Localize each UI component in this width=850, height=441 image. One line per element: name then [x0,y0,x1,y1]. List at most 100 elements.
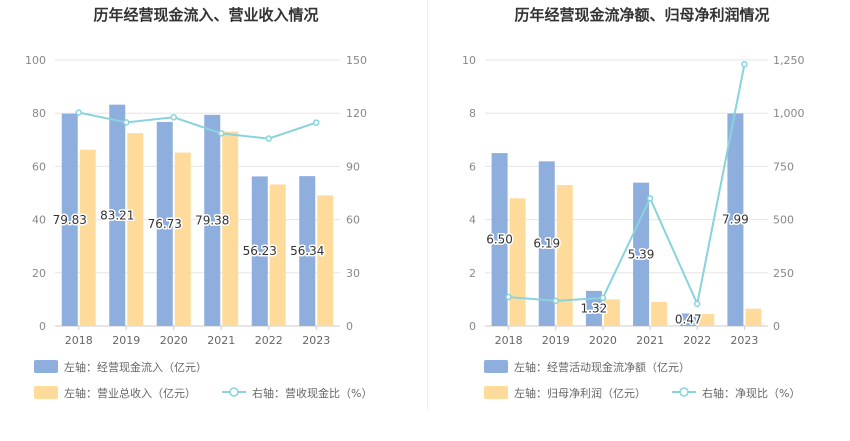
left-tick-label: 0 [469,320,476,333]
bar-secondary [509,198,526,326]
legend: 左轴：经营现金流入（亿元） 左轴：营业总收入（亿元） 右轴：营收现金比（%） [34,360,372,400]
bar-data-label: 6.50 [486,233,513,247]
x-tick-label: 2019 [542,334,570,347]
right-tick-label: 750 [773,160,794,173]
chart-title: 历年经营现金流入、营业收入情况 [93,6,318,24]
chart-title: 历年经营现金流净额、归母净利润情况 [514,6,769,24]
bar-data-label: 7.99 [722,213,749,227]
ratio-point [552,297,559,305]
x-tick-label: 2022 [255,334,283,347]
chart-panel-2: 历年经营现金流净额、归母净利润情况 0 0 2 250 4 500 6 750 8 1,000 10 1… [462,6,805,400]
bar-data-label: 56.23 [243,244,277,258]
left-tick-label: 0 [39,320,46,333]
bar-primary [680,313,697,326]
ratio-line [508,64,746,308]
legend-label: 左轴：经营活动现金流净额（亿元） [514,360,690,374]
bar-secondary [698,314,715,326]
legend-line-marker [229,387,239,397]
ratio-point [646,195,654,202]
x-tick-label: 2020 [589,334,617,347]
ratio-point [313,119,320,126]
right-tick-label: 60 [346,214,360,227]
right-tick-label: 90 [346,160,360,173]
legend: 左轴：经营活动现金流净额（亿元） 左轴：归母净利润（亿元） 右轴：净现比（%） [484,360,800,400]
ratio-point [123,119,130,126]
legend-label: 左轴：营业总收入（亿元） [64,386,196,400]
left-tick-label: 80 [32,107,46,120]
bar-secondary [603,299,620,326]
x-tick-label: 2019 [112,334,140,347]
ratio-point [218,130,225,137]
bar-secondary [651,302,668,326]
right-tick-label: 150 [346,54,367,67]
bar-primary [538,161,555,326]
panel-divider [427,0,428,410]
ratio-point [75,109,82,116]
bar-primary [251,176,268,326]
left-tick-label: 8 [469,107,476,120]
right-tick-label: 500 [773,214,794,227]
bar-data-label: 83.21 [100,208,134,222]
legend-label: 右轴：净现比（%） [702,386,800,400]
bar-data-label: 79.38 [195,213,229,227]
left-tick-label: 4 [469,214,476,227]
bar-data-label: 0.47 [675,313,702,327]
legend-label: 右轴：营收现金比（%） [252,386,372,400]
left-tick-label: 2 [469,267,476,280]
legend-swatch [34,386,58,399]
left-tick-label: 60 [32,160,46,173]
x-tick-label: 2023 [302,334,330,347]
x-tick-label: 2020 [160,334,188,347]
bar-secondary [745,308,762,326]
bar-secondary [317,195,334,326]
bar-data-label: 5.39 [628,247,655,261]
bar-secondary [174,152,191,326]
legend-swatch [484,360,508,373]
x-tick-label: 2023 [730,334,758,347]
bar-secondary [556,185,573,326]
legend-label: 左轴：经营现金流入（亿元） [64,360,207,374]
bar-primary [727,113,744,326]
right-tick-label: 120 [346,107,367,120]
legend-swatch [484,386,508,399]
right-tick-label: 250 [773,267,794,280]
legend-label: 左轴：归母净利润（亿元） [514,386,646,400]
chart-panel-1: 历年经营现金流入、营业收入情况 0 0 20 30 40 60 60 90 80 120 100 150… [25,6,372,400]
bar-primary [61,113,78,327]
right-tick-label: 1,250 [773,54,805,67]
left-tick-label: 40 [32,214,46,227]
left-tick-label: 10 [462,54,476,67]
left-tick-label: 100 [25,54,46,67]
right-tick-label: 0 [773,320,780,333]
bar-data-label: 79.83 [53,213,87,227]
bar-data-label: 56.34 [290,244,324,258]
bar-secondary [127,133,144,326]
bar-primary [109,104,126,326]
left-tick-label: 20 [32,267,46,280]
bar-primary [491,153,508,326]
bar-data-label: 76.73 [148,217,182,231]
bar-secondary [79,149,96,326]
right-tick-label: 30 [346,267,360,280]
ratio-point [505,293,512,301]
bar-primary [156,121,173,327]
bar-primary [633,182,650,326]
ratio-point [741,61,748,68]
legend-swatch [34,360,58,373]
bar-secondary [269,184,286,326]
ratio-line [78,111,317,140]
left-tick-label: 6 [469,160,476,173]
ratio-point [694,300,701,308]
x-tick-label: 2018 [495,334,523,347]
ratio-point [599,294,607,302]
x-tick-label: 2018 [65,334,93,347]
ratio-point [170,114,177,121]
x-tick-label: 2021 [207,334,235,347]
bar-secondary [222,131,239,326]
right-tick-label: 0 [346,320,353,333]
bar-primary [204,114,221,326]
bar-data-label: 6.19 [533,237,560,251]
ratio-point [265,135,272,142]
